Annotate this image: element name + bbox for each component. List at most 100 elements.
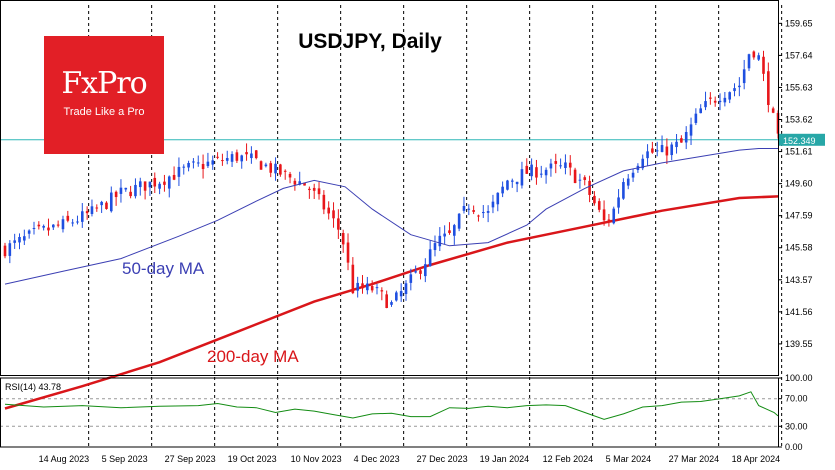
candle-body: [486, 211, 490, 213]
candle-body: [660, 145, 664, 153]
candle-body: [573, 169, 577, 184]
candle-body: [680, 138, 683, 143]
candle-body: [47, 227, 50, 231]
candle-body: [651, 148, 654, 153]
candle-body: [515, 181, 519, 185]
candle-body: [510, 180, 514, 182]
candle-body: [27, 230, 31, 234]
candle-body: [13, 240, 16, 243]
candle-body: [414, 271, 417, 273]
candle-body: [341, 232, 345, 245]
candle-body: [462, 206, 466, 211]
candle-body: [18, 236, 21, 243]
candle-body: [366, 283, 369, 291]
candle-body: [718, 100, 722, 103]
candle-body: [177, 166, 181, 177]
candle-body: [699, 108, 702, 114]
candle-body: [713, 100, 717, 103]
ma50-layer: [4, 148, 778, 285]
candle-body: [370, 286, 374, 291]
candle-body: [453, 225, 456, 236]
price-tick-label: 153.62: [785, 115, 813, 125]
price-tick-label: 157.64: [785, 50, 813, 60]
time-tick-label: 27 Mar 2024: [669, 454, 720, 464]
candle-body: [312, 187, 316, 191]
candle-body: [684, 132, 688, 143]
rsi-tick-label: 70.00: [785, 394, 808, 404]
candle-body: [351, 264, 355, 294]
candle-body: [646, 151, 649, 159]
candle-body: [240, 155, 244, 162]
fxpro-logo: FxPro Trade Like a Pro: [44, 36, 164, 154]
rsi-label: RSI(14) 43.78: [5, 382, 61, 392]
candle-body: [259, 161, 263, 170]
rsi-tick-label: 100.00: [785, 373, 813, 383]
candle-body: [583, 177, 587, 180]
candle-body: [114, 191, 118, 198]
candle-body: [109, 192, 113, 212]
candle-body: [767, 71, 770, 106]
candle-body: [288, 173, 292, 178]
candle-body: [250, 153, 253, 159]
candle-body: [617, 197, 620, 208]
time-tick-label: 12 Feb 2024: [543, 454, 594, 464]
candle-body: [641, 158, 645, 169]
logo-brand: FxPro: [61, 66, 147, 101]
candle-body: [201, 163, 205, 170]
candle-body: [385, 294, 388, 308]
candle-body: [578, 179, 582, 181]
candle-body: [457, 213, 461, 229]
candle-body: [143, 181, 147, 191]
candle-body: [158, 183, 161, 189]
candle-body: [298, 181, 302, 185]
candle-body: [597, 201, 601, 210]
rsi-tick-label: 30.00: [785, 421, 808, 431]
candle-body: [477, 215, 480, 217]
candle-body: [90, 206, 94, 215]
candle-body: [539, 173, 543, 175]
logo-tagline: Trade Like a Pro: [63, 106, 145, 118]
candle-body: [549, 163, 553, 169]
candle-body: [42, 225, 45, 228]
candle-body: [390, 302, 393, 305]
candle-body: [163, 181, 166, 185]
candle-body: [23, 236, 26, 241]
candle-body: [245, 152, 248, 155]
candle-body: [602, 209, 606, 221]
candle-body: [269, 163, 273, 173]
candle-body: [496, 192, 500, 205]
ma200-label: 200-day MA: [207, 347, 299, 366]
candle-body: [235, 152, 239, 161]
candle-layer: [3, 50, 780, 309]
candle-body: [76, 221, 79, 223]
candle-body: [356, 282, 359, 291]
candle-body: [491, 201, 495, 208]
ma50-label: 50-day MA: [122, 259, 205, 278]
price-tick-label: 159.65: [785, 18, 813, 28]
candle-body: [467, 208, 471, 210]
candle-body: [530, 164, 533, 177]
candle-body: [279, 164, 282, 175]
candle-body: [61, 219, 65, 230]
candle-body: [37, 224, 41, 227]
candle-body: [129, 191, 132, 197]
candle-body: [182, 166, 186, 168]
candle-body: [337, 218, 340, 230]
candle-body: [506, 180, 509, 190]
price-tick-label: 155.63: [785, 82, 813, 92]
time-tick-label: 19 Jan 2024: [480, 454, 530, 464]
time-tick-label: 18 Apr 2024: [732, 454, 781, 464]
current-price-label: 152.349: [783, 136, 816, 146]
time-tick-label: 10 Nov 2023: [291, 454, 342, 464]
candle-body: [433, 243, 437, 251]
candle-body: [554, 161, 558, 164]
ma200-layer: [4, 195, 779, 410]
price-tick-label: 147.59: [785, 211, 813, 221]
candle-body: [322, 194, 326, 210]
candle-body: [670, 144, 674, 156]
candle-body: [167, 176, 171, 189]
candle-body: [709, 97, 712, 99]
grid-lines: [0, 5, 783, 447]
candle-body: [274, 163, 277, 174]
